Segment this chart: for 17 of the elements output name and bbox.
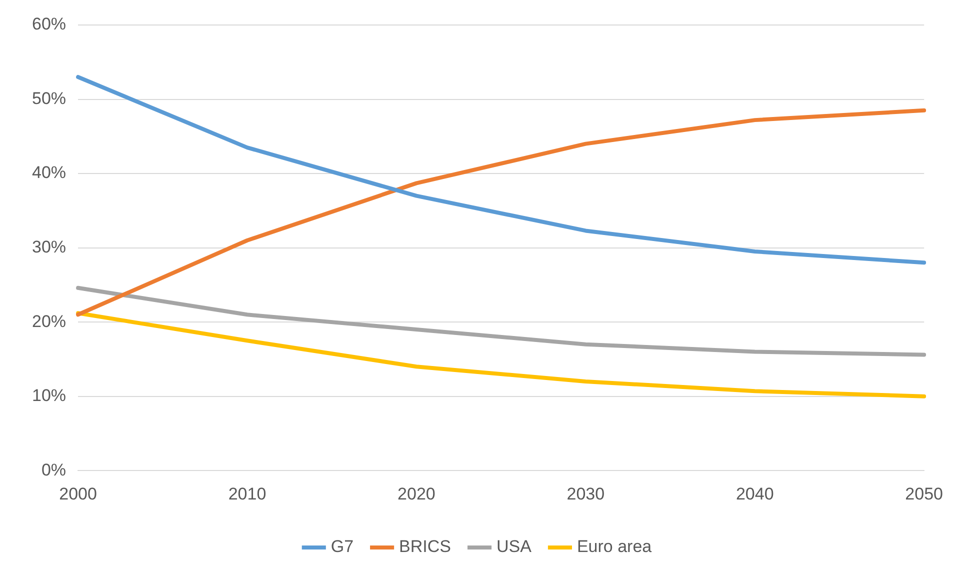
x-tick-label: 2020 — [398, 484, 436, 504]
legend-label: USA — [496, 537, 532, 556]
y-tick-label: 10% — [32, 386, 66, 406]
y-tick-label: 20% — [32, 312, 66, 331]
legend-label: G7 — [330, 537, 354, 556]
y-tick-label: 50% — [32, 88, 66, 108]
y-tick-label: 60% — [32, 14, 66, 34]
legend-label: BRICS — [399, 537, 452, 556]
y-tick-label: 40% — [32, 163, 66, 182]
x-tick-label: 2030 — [566, 484, 605, 504]
legend-label: Euro area — [576, 537, 652, 556]
x-tick-label: 2010 — [228, 484, 266, 504]
y-tick-label: 0% — [41, 460, 66, 480]
x-tick-label: 2000 — [59, 484, 97, 504]
x-tick-label: 2050 — [905, 484, 944, 504]
y-tick-label: 30% — [32, 237, 66, 256]
x-tick-label: 2040 — [736, 484, 774, 504]
